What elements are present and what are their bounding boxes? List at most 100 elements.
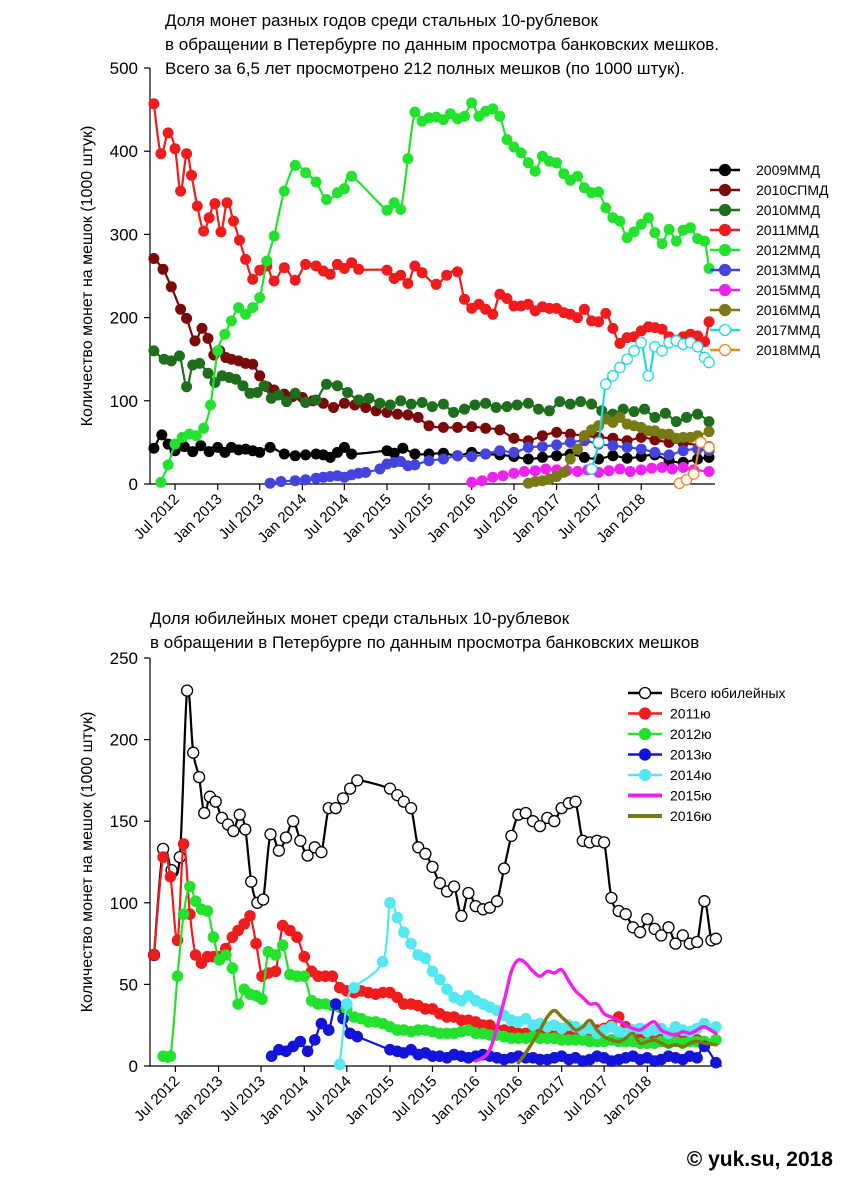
data-point [607,450,619,462]
data-point [409,106,421,118]
data-point [338,262,350,274]
data-point [148,949,160,961]
data-point [202,332,214,344]
data-point [162,459,174,471]
data-point [275,475,287,487]
legend-label: 2015ММД [756,282,820,298]
data-point [635,218,647,230]
data-point [291,931,303,943]
data-point [703,356,715,369]
data-point [376,955,389,968]
data-point [165,355,177,367]
data-point [201,905,214,917]
series-2018ММД [673,436,715,490]
data-point [310,176,322,188]
series-2015ю [474,957,718,1063]
series-2016ю [516,1008,718,1065]
data-point [254,446,266,458]
data-point [692,408,704,420]
data-point [156,429,168,441]
data-point [669,937,682,950]
data-point [703,416,715,428]
data-point [649,411,661,423]
data-point [148,345,160,357]
y-axis-label: Количество монет на мешок (1000 штук) [79,126,96,427]
data-point [177,908,190,921]
y-tick-label: 200 [110,731,138,750]
chart-panel-1: Доля монет разных годов среди стальных 1… [79,11,829,546]
data-point [181,381,193,393]
data-point [237,380,249,392]
data-point [497,862,511,875]
data-point [628,345,640,357]
data-point [487,103,499,115]
data-point [409,459,421,471]
series-2010СПМД [148,253,715,453]
data-point [300,258,312,270]
data-point [593,316,605,328]
data-point [656,323,668,335]
data-point [374,397,386,409]
data-point [258,380,270,392]
data-point [215,226,227,238]
data-point [597,836,611,849]
data-point [490,895,504,908]
data-point [497,470,509,482]
data-point [363,392,375,404]
data-point [184,880,196,893]
data-point [195,440,207,452]
series-Всего юбилейных [147,684,723,962]
data-point [155,476,167,488]
data-point [536,441,548,453]
legend-label: 2012ю [670,726,712,742]
data-point [212,345,224,357]
data-point [232,998,244,1010]
y-tick-label: 100 [110,392,138,411]
data-point [268,275,280,287]
data-point [655,929,668,942]
data-point [649,446,661,458]
legend-label: 2018ММД [756,342,820,358]
legend-label: 2014ю [670,767,712,783]
data-point [441,983,453,996]
y-tick-label: 150 [110,812,138,831]
data-point [469,399,481,411]
data-point [677,461,689,473]
data-point [670,235,682,247]
series-line [474,957,718,1063]
data-point [564,453,576,465]
data-point [710,1056,722,1069]
data-point [641,912,654,926]
data-point [233,808,246,821]
data-point [221,197,233,209]
data-point [174,350,186,362]
data-point [298,970,311,983]
data-point [490,401,502,413]
data-point [551,450,563,462]
series-2016ММД [522,411,715,489]
data-point [684,222,696,234]
data-point [148,98,160,110]
data-point [198,422,210,434]
data-point [501,134,513,146]
data-point [543,405,555,417]
data-point [511,399,523,411]
data-point [448,406,460,418]
data-point [148,442,160,454]
data-point [189,949,202,961]
legend-marker [638,748,652,761]
data-point [419,847,432,860]
data-point [250,937,262,950]
data-point [343,782,357,795]
data-point [230,373,242,385]
data-point [298,950,311,963]
data-point [619,908,632,921]
data-point [198,225,210,237]
data-point [709,932,723,945]
data-point [548,815,561,828]
data-point [662,921,675,934]
data-point [519,806,532,820]
data-point [663,223,675,235]
data-point [600,202,612,214]
data-point [240,253,252,265]
